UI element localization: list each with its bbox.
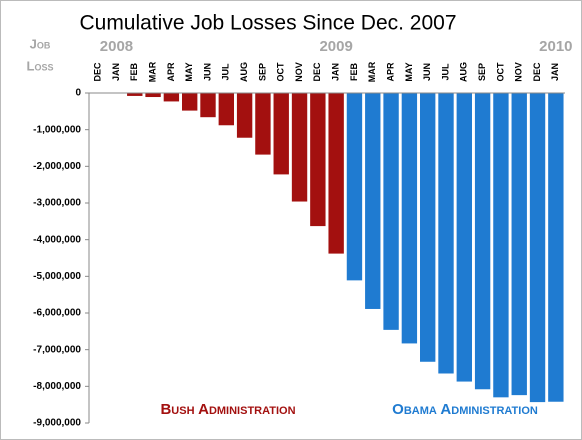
bar [438,93,454,374]
y-axis-label: Job [30,36,51,51]
x-tick-label: MAR [367,61,377,82]
year-label: 2009 [319,38,352,55]
bar [200,93,216,118]
x-tick-label: JUL [221,63,231,81]
bar [493,93,509,398]
x-tick-label: APR [166,62,176,82]
bar [127,93,143,96]
x-tick-label: NOV [294,62,304,82]
y-tick-label: -2,000,000 [33,161,81,172]
x-tick-label: DEC [532,62,542,82]
bar [182,93,198,111]
x-tick-label: FEB [129,62,139,81]
y-tick-label: -1,000,000 [33,124,81,135]
x-tick-label: AUG [239,62,249,82]
x-tick-label: MAY [184,62,194,81]
chart-title: Cumulative Job Losses Since Dec. 2007 [79,12,456,35]
year-label: 2010 [539,38,572,55]
year-label: 2008 [100,38,133,55]
x-tick-label: FEB [349,62,359,81]
bar [420,93,436,362]
bar [346,93,363,281]
bar [383,93,399,330]
bar [401,93,418,344]
x-tick-label: DEC [312,62,322,82]
x-tick-label: JAN [550,63,560,81]
y-tick-label: -3,000,000 [33,198,81,209]
bar [456,93,472,382]
x-tick-label: JUN [202,63,212,81]
bar [255,93,271,155]
bar [511,93,527,396]
bar [548,93,564,402]
bar [273,93,289,175]
x-tick-label: NOV [514,62,524,82]
bar [529,93,546,403]
x-tick-label: DEC [93,62,103,82]
y-axis-label: Loss [27,58,54,73]
x-tick-label: OCT [495,62,505,82]
bar [163,93,180,102]
y-tick-label: -8,000,000 [33,381,81,392]
y-tick-label: -7,000,000 [33,344,81,355]
bar [236,93,253,138]
x-tick-label: SEP [477,63,487,81]
x-tick-label: JAN [111,63,121,81]
x-tick-label: MAY [404,62,414,81]
y-tick-label: -4,000,000 [33,234,81,245]
x-tick-label: SEP [257,63,267,81]
bar [218,93,234,126]
x-tick-label: JAN [331,63,341,81]
x-tick-label: AUG [459,62,469,82]
bar [145,93,161,98]
y-tick-label: -6,000,000 [33,308,81,319]
x-tick-label: MAR [147,61,157,82]
legend-label: Obama Administration [392,401,538,418]
x-tick-label: APR [385,62,395,82]
bar [474,93,491,390]
y-tick-label: -9,000,000 [33,418,81,429]
bar [310,93,326,227]
x-tick-label: JUN [422,63,432,81]
x-tick-label: JUL [440,63,450,81]
y-tick-label: -5,000,000 [33,271,81,282]
bar [328,93,344,254]
bar [291,93,308,202]
legend-label: Bush Administration [160,401,295,418]
x-tick-label: OCT [276,62,286,82]
bar [365,93,381,309]
y-tick-label: 0 [75,88,81,99]
